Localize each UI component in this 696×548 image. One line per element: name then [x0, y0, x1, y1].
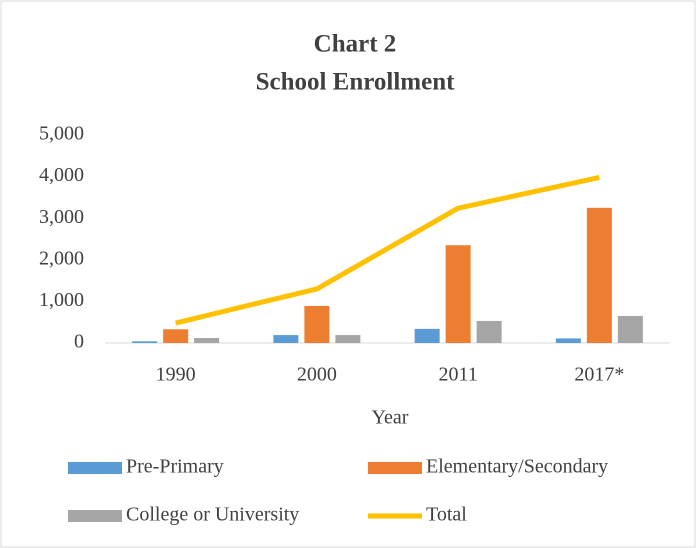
- x-tick-label: 2011: [438, 364, 477, 386]
- x-tick-label: 2000: [297, 364, 337, 386]
- bar: [555, 338, 581, 343]
- chart-title: Chart 2: [314, 31, 397, 58]
- y-tick-label: 2,000: [39, 247, 84, 269]
- bar: [445, 245, 471, 343]
- x-tick-label: 1990: [156, 364, 196, 386]
- bar: [163, 329, 189, 343]
- bar: [304, 305, 330, 343]
- legend-swatch: [68, 462, 122, 474]
- y-tick-label: 3,000: [39, 206, 84, 228]
- legend-label: Elementary/Secondary: [426, 456, 608, 478]
- legend-swatch: [68, 510, 122, 522]
- bar: [132, 341, 158, 343]
- chart-subtitle: School Enrollment: [256, 69, 456, 96]
- bar: [335, 335, 361, 343]
- bar: [586, 207, 612, 343]
- bar: [476, 320, 502, 343]
- y-tick-label: 5,000: [39, 123, 84, 145]
- y-tick-label: 0: [74, 331, 84, 353]
- x-axis-title: Year: [372, 407, 409, 429]
- bar: [194, 338, 220, 343]
- legend-label: Total: [426, 504, 467, 526]
- bar: [617, 315, 643, 343]
- legend-label: Pre-Primary: [126, 456, 224, 478]
- bar: [414, 328, 440, 343]
- y-tick-label: 4,000: [39, 164, 84, 186]
- y-tick-label: 1,000: [39, 289, 84, 311]
- bar: [273, 335, 299, 343]
- x-tick-label: 2017*: [574, 364, 624, 386]
- legend-label: College or University: [126, 504, 299, 526]
- legend-swatch: [368, 462, 422, 474]
- line: [175, 174, 600, 326]
